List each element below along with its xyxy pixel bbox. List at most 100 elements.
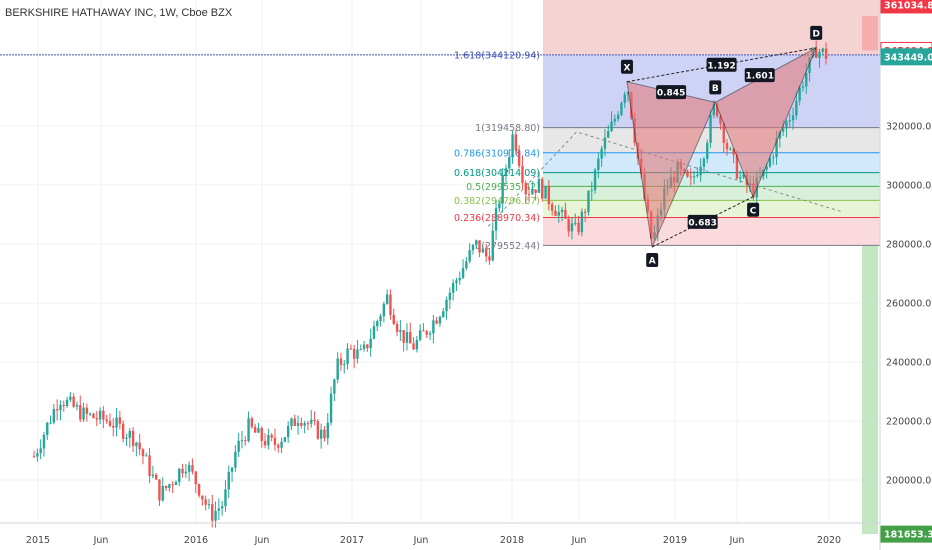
price-tag — [880, 48, 932, 66]
candle — [352, 348, 356, 359]
candle — [597, 158, 600, 170]
candle — [237, 440, 240, 452]
candle — [435, 320, 438, 324]
candle — [187, 465, 191, 472]
candle — [712, 103, 716, 116]
candle — [399, 330, 402, 332]
candle — [468, 250, 471, 262]
candle — [798, 87, 801, 101]
time-tick-label: 2019 — [663, 535, 687, 546]
pattern-point-label: C — [750, 206, 757, 216]
candle — [65, 399, 69, 407]
candle — [310, 419, 313, 424]
candle — [181, 468, 184, 474]
candle — [692, 176, 696, 178]
candle — [768, 158, 772, 167]
candle — [290, 418, 293, 426]
pattern-ratio-box — [706, 57, 737, 72]
time-tick-label: Jun — [93, 535, 109, 546]
price-tick-label: 240000.00 — [886, 358, 932, 369]
pattern-point-box — [646, 252, 659, 267]
candle — [438, 316, 442, 324]
candle — [805, 73, 808, 87]
candle — [92, 413, 95, 419]
candle — [729, 148, 732, 150]
candle — [534, 189, 537, 193]
candle — [504, 168, 508, 176]
candle — [75, 404, 79, 407]
candle — [385, 294, 389, 304]
candle — [52, 409, 56, 423]
candle — [112, 425, 115, 428]
candle — [326, 422, 329, 439]
candle — [709, 115, 712, 143]
candle — [286, 425, 290, 438]
profit-zone — [862, 16, 878, 51]
candle — [253, 426, 257, 433]
candle — [36, 453, 39, 457]
candle — [537, 178, 541, 193]
candle — [366, 344, 369, 349]
candle — [72, 396, 75, 407]
candle — [428, 333, 432, 335]
candle — [814, 48, 818, 58]
candle — [267, 434, 270, 446]
candle — [69, 396, 72, 400]
candle — [145, 455, 148, 457]
candle — [108, 421, 112, 426]
candle — [791, 115, 795, 121]
candle — [531, 189, 534, 195]
candle — [329, 393, 333, 423]
candle — [547, 185, 551, 205]
candle — [475, 240, 478, 245]
candle — [234, 451, 237, 468]
candle — [471, 244, 475, 251]
candle — [765, 166, 768, 170]
time-tick-label: 2015 — [26, 535, 50, 546]
candle — [448, 292, 452, 300]
price-tick-label: 320000.00 — [886, 122, 932, 133]
candle — [501, 175, 504, 204]
candle — [550, 204, 554, 211]
candle — [626, 92, 630, 95]
candle — [376, 321, 379, 327]
candle — [689, 176, 692, 178]
candle — [451, 282, 455, 293]
candle — [98, 410, 102, 420]
candle — [465, 261, 468, 269]
pattern-point-label: A — [649, 256, 656, 266]
candle — [82, 407, 85, 420]
candle — [395, 324, 399, 332]
candle — [719, 116, 722, 124]
candle — [359, 349, 362, 351]
candle — [39, 448, 42, 454]
candle — [544, 185, 547, 199]
candle — [739, 177, 742, 179]
candle — [273, 437, 277, 445]
candle — [141, 449, 145, 457]
candle — [772, 157, 775, 159]
candle — [488, 256, 491, 261]
fib-label: 0.382(294796.67) — [454, 196, 540, 207]
candle — [49, 422, 52, 424]
candle — [818, 51, 821, 58]
candle — [455, 280, 458, 283]
candle — [319, 429, 323, 439]
time-tick-label: Jun — [254, 535, 270, 546]
time-tick-label: Jun — [571, 535, 587, 546]
pattern-ratio-label: 1.601 — [745, 72, 773, 82]
candle — [211, 504, 214, 521]
candle — [821, 48, 824, 52]
candle — [735, 154, 739, 179]
candle — [554, 210, 557, 216]
price-tag-label: 181653.33 — [884, 530, 932, 541]
candle — [781, 128, 785, 132]
candle — [379, 316, 382, 322]
pattern-point-box — [709, 80, 722, 95]
candle — [775, 138, 778, 158]
price-tick-label: 200000.00 — [886, 476, 932, 487]
candle — [574, 222, 577, 224]
candle — [607, 131, 610, 138]
candle — [283, 437, 287, 442]
